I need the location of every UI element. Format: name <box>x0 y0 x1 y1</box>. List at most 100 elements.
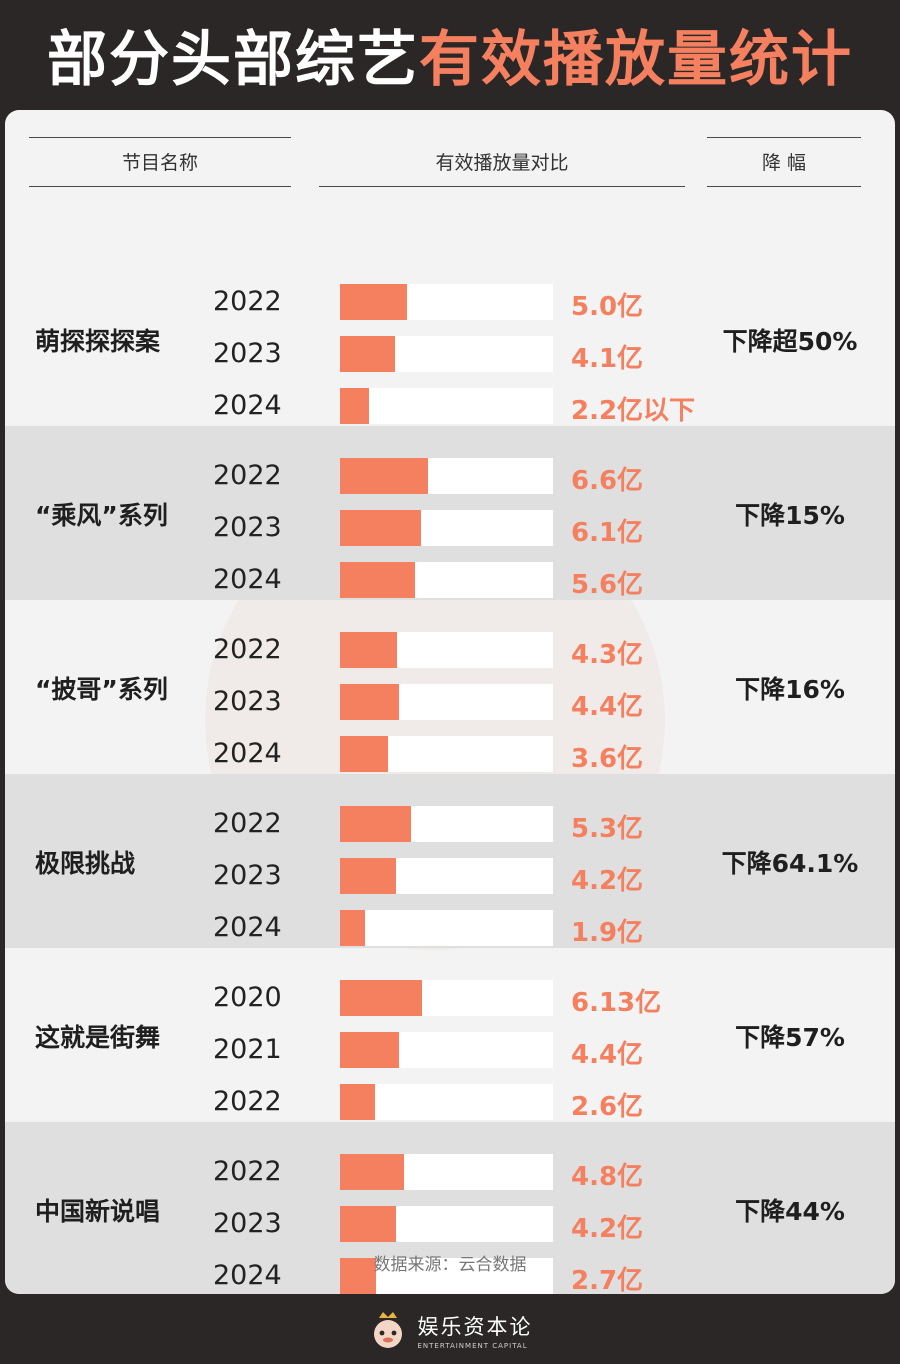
value-label: 4.8亿 <box>571 1162 644 1192</box>
bar-track <box>340 684 553 720</box>
value-label: 5.3亿 <box>571 814 644 844</box>
year-label: 2023 <box>213 686 282 717</box>
decline-label: 下降64.1% <box>721 849 859 878</box>
bar-track <box>340 284 553 320</box>
bar <box>340 1258 376 1294</box>
bar-track <box>340 562 553 598</box>
bar-track <box>340 736 553 772</box>
value-label: 2.7亿 <box>571 1266 644 1294</box>
year-label: 2022 <box>213 460 282 491</box>
group-2: “披哥”系列 下降16% 2022 4.3亿 2023 4.4亿 2024 3.6亿 <box>5 600 895 774</box>
bar <box>340 980 422 1016</box>
bar-track <box>340 910 553 946</box>
year-label: 2023 <box>213 1208 282 1239</box>
bar-row: 2022 4.8亿 <box>5 1152 895 1192</box>
decline-label: 下降57% <box>735 1023 845 1052</box>
bar-row: 2023 6.1亿 <box>5 508 895 548</box>
decline-label: 下降44% <box>735 1197 845 1226</box>
bar <box>340 562 415 598</box>
bar <box>340 1206 396 1242</box>
bar <box>340 736 388 772</box>
year-label: 2024 <box>213 912 282 943</box>
program-name: 这就是街舞 <box>35 1023 161 1052</box>
bar <box>340 910 365 946</box>
header-change-label: 降 幅 <box>761 152 807 174</box>
bar-row: 2024 5.6亿 <box>5 560 895 600</box>
decline-label: 下降超50% <box>722 327 858 356</box>
bar-row: 2022 4.3亿 <box>5 630 895 670</box>
value-label: 4.4亿 <box>571 1040 644 1070</box>
bar-row: 2021 4.4亿 <box>5 1030 895 1070</box>
bar-track <box>340 336 553 372</box>
year-label: 2022 <box>213 1086 282 1117</box>
value-label: 3.6亿 <box>571 744 644 774</box>
year-label: 2023 <box>213 338 282 369</box>
year-label: 2022 <box>213 634 282 665</box>
year-label: 2021 <box>213 1034 282 1065</box>
value-label: 5.0亿 <box>571 292 644 322</box>
group-3: 极限挑战 下降64.1% 2022 5.3亿 2023 4.2亿 2024 1.9亿 <box>5 774 895 948</box>
page-title: 部分头部综艺 有效播放量统计 <box>0 0 900 108</box>
bar-track <box>340 858 553 894</box>
year-label: 2024 <box>213 1260 282 1291</box>
value-label: 6.13亿 <box>571 988 662 1018</box>
bar <box>340 806 411 842</box>
year-label: 2024 <box>213 390 282 421</box>
group-0: 萌探探探案 下降超50% 2022 5.0亿 2023 4.1亿 2024 2.2亿以下 <box>5 252 895 426</box>
group-5: 中国新说唱 下降44% 2022 4.8亿 2023 4.2亿 2024 2.7亿 <box>5 1122 895 1294</box>
bar <box>340 336 395 372</box>
program-name: “乘风”系列 <box>35 501 168 530</box>
bar-row: 2024 2.2亿以下 <box>5 386 895 426</box>
program-name: 极限挑战 <box>35 849 136 878</box>
bar-row: 2024 1.9亿 <box>5 908 895 948</box>
bar <box>340 632 397 668</box>
bar <box>340 388 369 424</box>
program-name: 萌探探探案 <box>35 327 161 356</box>
bar <box>340 284 407 320</box>
bar-row: 2023 4.1亿 <box>5 334 895 374</box>
value-label: 2.6亿 <box>571 1092 644 1122</box>
program-name: “披哥”系列 <box>35 675 168 704</box>
value-label: 6.1亿 <box>571 518 644 548</box>
year-label: 2024 <box>213 564 282 595</box>
bar <box>340 858 396 894</box>
bar-row: 2022 2.6亿 <box>5 1082 895 1122</box>
brand-logo-icon <box>373 1312 402 1348</box>
footer-brand: 娱乐资本论 ENTERTAINMENT CAPITAL <box>0 1296 900 1364</box>
bar-track <box>340 1258 553 1294</box>
bar-track <box>340 1032 553 1068</box>
bar-track <box>340 1154 553 1190</box>
bar-row: 2020 6.13亿 <box>5 978 895 1018</box>
group-1: “乘风”系列 下降15% 2022 6.6亿 2023 6.1亿 2024 5.6亿 <box>5 426 895 600</box>
brand-name-en: ENTERTAINMENT CAPITAL <box>417 1341 528 1350</box>
bar-row: 2024 2.7亿 <box>5 1256 895 1294</box>
header-compare-column: 有效播放量对比 <box>319 110 685 190</box>
header-name-label: 节目名称 <box>121 152 198 174</box>
decline-label: 下降16% <box>735 675 845 704</box>
program-name: 中国新说唱 <box>35 1197 161 1226</box>
value-label: 4.1亿 <box>571 344 644 374</box>
bar-track <box>340 1084 553 1120</box>
brand-name: 娱乐资本论 <box>417 1314 533 1339</box>
data-source: 数据来源：云合数据 <box>373 1255 527 1275</box>
bar <box>340 1084 375 1120</box>
title-part-2: 有效播放量统计 <box>419 24 853 95</box>
bar-track <box>340 388 553 424</box>
bar-track <box>340 1206 553 1242</box>
value-label: 4.2亿 <box>571 1214 644 1244</box>
bar-row: 2023 4.2亿 <box>5 1204 895 1244</box>
bar-row: 2022 5.0亿 <box>5 282 895 322</box>
header-compare-label: 有效播放量对比 <box>435 152 569 174</box>
bar-track <box>340 458 553 494</box>
bar <box>340 684 399 720</box>
year-label: 2022 <box>213 1156 282 1187</box>
bar <box>340 458 428 494</box>
value-label: 1.9亿 <box>571 918 644 948</box>
header-name-column: 节目名称 <box>29 110 291 190</box>
year-label: 2023 <box>213 860 282 891</box>
value-label: 4.3亿 <box>571 640 644 670</box>
bar <box>340 510 421 546</box>
group-4: 这就是街舞 下降57% 2020 6.13亿 2021 4.4亿 2022 2.6亿 <box>5 948 895 1122</box>
year-label: 2022 <box>213 808 282 839</box>
bar-track <box>340 632 553 668</box>
